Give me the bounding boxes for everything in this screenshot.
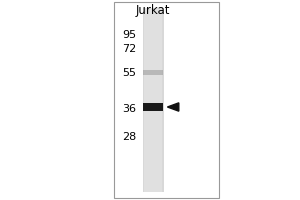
Bar — [144, 8, 162, 192]
Bar — [142, 8, 164, 192]
Text: 95: 95 — [122, 30, 136, 40]
Bar — [143, 70, 163, 75]
Text: 55: 55 — [122, 68, 136, 78]
Polygon shape — [167, 103, 179, 111]
Text: 28: 28 — [122, 132, 136, 142]
Text: 36: 36 — [122, 104, 136, 114]
Text: Jurkat: Jurkat — [136, 4, 170, 17]
Bar — [114, 2, 219, 198]
Bar — [143, 103, 163, 111]
Text: 72: 72 — [122, 44, 136, 54]
